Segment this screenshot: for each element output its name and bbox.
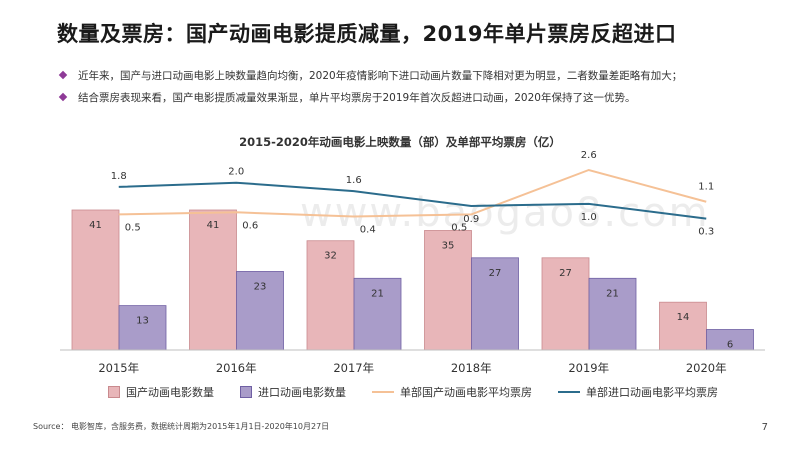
line-data-label: 1.6	[346, 175, 362, 186]
legend-swatch-import-count	[240, 386, 252, 398]
bar-data-label: 21	[606, 288, 619, 299]
x-tick-label: 2019年	[568, 361, 609, 375]
chart-title: 2015-2020年动画电影上映数量（部）及单部平均票房（亿）	[239, 135, 561, 149]
source-note: Source： 电影智库，含服务费，数据统计周期为2015年1月1日-2020年…	[33, 422, 330, 431]
line-data-label: 0.5	[451, 222, 467, 233]
bar-data-label: 41	[207, 220, 220, 231]
line-data-label: 1.1	[698, 182, 714, 193]
line-data-label: 2.6	[581, 150, 597, 161]
line-data-label: 1.0	[581, 212, 597, 223]
bar-import-count	[118, 305, 167, 351]
bar-data-label: 32	[324, 251, 337, 262]
x-tick-label: 2017年	[333, 361, 374, 375]
bullet-text: 近年来，国产与进口动画电影上映数量趋向均衡，2020年疫情影响下进口动画片数量下…	[78, 69, 683, 82]
chart-legend: 国产动画电影数量 进口动画电影数量 单部国产动画电影平均票房 单部进口动画电影平…	[108, 384, 744, 400]
bar-data-label: 13	[136, 316, 149, 327]
legend-label: 国产动画电影数量	[126, 386, 214, 399]
bar-import-count	[353, 277, 402, 351]
legend-swatch-import-boxoffice	[558, 391, 580, 393]
bar-import-count	[588, 277, 637, 351]
line-data-label: 0.9	[463, 214, 479, 225]
bar-data-label: 14	[677, 312, 690, 323]
bullet-item: 结合票房表现来看，国产电影提质减量效果渐显，单片平均票房于2019年首次反超进口…	[58, 86, 780, 108]
bar-domestic-count	[541, 257, 590, 351]
x-tick-label: 2016年	[216, 361, 257, 375]
x-tick-label: 2018年	[451, 361, 492, 375]
line-data-label: 2.0	[228, 167, 244, 178]
bar-data-label: 21	[371, 288, 384, 299]
line-data-label: 1.8	[111, 171, 127, 182]
line-import-boxoffice	[118, 181, 707, 220]
bar-import-count	[471, 257, 519, 351]
page-number: 7	[761, 422, 768, 433]
legend-label: 单部进口动画电影平均票房	[586, 386, 718, 399]
bar-domestic-count	[659, 301, 707, 351]
legend-item-import-count: 进口动画电影数量	[240, 384, 346, 400]
bar-data-label: 41	[89, 220, 102, 231]
bullet-item: 近年来，国产与进口动画电影上映数量趋向均衡，2020年疫情影响下进口动画片数量下…	[58, 64, 780, 86]
bar-data-label: 27	[559, 268, 572, 279]
legend-swatch-domestic-boxoffice	[372, 391, 394, 393]
bullet-list: 近年来，国产与进口动画电影上映数量趋向均衡，2020年疫情影响下进口动画片数量下…	[58, 64, 780, 108]
bar-domestic-count	[306, 240, 355, 351]
bar-data-label: 23	[254, 281, 267, 292]
x-tick-label: 2015年	[98, 361, 139, 375]
line-data-label: 0.5	[125, 222, 141, 233]
line-data-label: 0.3	[698, 227, 714, 238]
legend-label: 进口动画电影数量	[258, 386, 346, 399]
bar-data-label: 6	[727, 340, 733, 351]
bullet-text: 结合票房表现来看，国产电影提质减量效果渐显，单片平均票房于2019年首次反超进口…	[78, 91, 636, 104]
legend-item-domestic-count: 国产动画电影数量	[108, 384, 214, 400]
legend-label: 单部国产动画电影平均票房	[400, 386, 532, 399]
legend-item-import-boxoffice: 单部进口动画电影平均票房	[558, 384, 718, 400]
bar-import-count	[236, 271, 284, 351]
watermark: www.baogao8.com	[300, 190, 710, 236]
line-data-label: 0.6	[242, 220, 258, 231]
line-data-label: 0.4	[360, 225, 376, 236]
bar-domestic-count	[71, 209, 120, 351]
bar-data-label: 27	[489, 268, 502, 279]
page-title: 数量及票房：国产动画电影提质减量，2019年单片票房反超进口	[57, 22, 677, 46]
bar-data-label: 35	[442, 240, 455, 251]
line-domestic-boxoffice	[118, 168, 707, 218]
bar-domestic-count	[424, 230, 472, 351]
bar-domestic-count	[189, 209, 237, 351]
legend-swatch-domestic-count	[108, 386, 120, 398]
legend-item-domestic-boxoffice: 单部国产动画电影平均票房	[372, 384, 532, 400]
x-tick-label: 2020年	[686, 361, 727, 375]
